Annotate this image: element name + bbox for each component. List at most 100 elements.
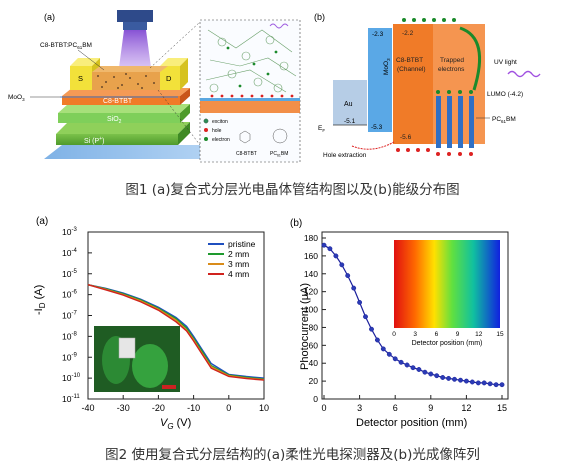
data-point bbox=[446, 375, 452, 381]
c8btbt-level bbox=[393, 24, 433, 144]
hole-icon bbox=[204, 128, 208, 132]
exciton-icon bbox=[203, 118, 209, 124]
data-point bbox=[452, 376, 457, 382]
data-point bbox=[499, 382, 505, 388]
data-point bbox=[333, 253, 339, 259]
data-point bbox=[351, 285, 357, 291]
x-tick-label: -20 bbox=[152, 403, 165, 413]
fig1a-label: (a) bbox=[44, 12, 55, 22]
y-tick-label: 160 bbox=[304, 251, 318, 261]
data-point bbox=[463, 378, 469, 384]
y-tick-label: 100 bbox=[304, 305, 318, 315]
svg-text:electron: electron bbox=[212, 137, 230, 143]
y-tick-label: 40 bbox=[309, 358, 319, 368]
svg-text:exciton: exciton bbox=[212, 119, 228, 125]
electron-icon bbox=[204, 137, 208, 141]
data-point bbox=[410, 365, 416, 371]
data-point bbox=[398, 359, 404, 365]
data-point bbox=[357, 299, 363, 305]
data-point bbox=[392, 356, 398, 362]
svg-text:C8-BTBT: C8-BTBT bbox=[236, 151, 257, 157]
y-tick-label: 10-3 bbox=[62, 227, 77, 237]
x-tick-label: -40 bbox=[81, 403, 94, 413]
light-beam bbox=[118, 30, 152, 75]
y-tick-label: 10-11 bbox=[62, 394, 80, 404]
inset-x-tick-label: 6 bbox=[435, 331, 439, 338]
legend-label: 3 mm bbox=[228, 259, 249, 269]
molecule-network bbox=[205, 29, 297, 93]
svg-text:-5.3: -5.3 bbox=[371, 124, 383, 131]
y-tick-label: 10-4 bbox=[62, 248, 77, 258]
figure2a-chart: (a) 10-310-410-510-610-710-810-910-1010-… bbox=[33, 216, 269, 430]
figure1-caption: 图1 (a)复合式分层光电晶体管结构图以及(b)能级分布图 bbox=[125, 182, 460, 198]
x-tick-label: 15 bbox=[497, 403, 507, 413]
moo3-level bbox=[368, 28, 392, 132]
svg-text:(Channel): (Channel) bbox=[397, 66, 426, 73]
x-tick-label: 12 bbox=[461, 403, 471, 413]
pcbm-rods bbox=[436, 96, 474, 148]
fig2a-ylabel: -ID (A) bbox=[33, 285, 47, 315]
inset-x-tick-label: 15 bbox=[496, 331, 504, 338]
x-tick-label: 10 bbox=[259, 403, 269, 413]
moo3-label: MoO3 bbox=[8, 94, 25, 102]
svg-text:LUMO (-4.2): LUMO (-4.2) bbox=[487, 91, 523, 98]
x-tick-label: 3 bbox=[357, 403, 362, 413]
data-point bbox=[434, 373, 440, 379]
data-point bbox=[327, 246, 333, 252]
x-tick-label: -30 bbox=[117, 403, 130, 413]
fig2b-xlabel: Detector position (mm) bbox=[356, 417, 467, 429]
svg-text:MoO3: MoO3 bbox=[383, 58, 391, 75]
y-tick-label: 10-5 bbox=[62, 269, 77, 279]
svg-text:PC61BM: PC61BM bbox=[270, 151, 288, 158]
svg-text:-2.3: -2.3 bbox=[372, 31, 384, 38]
svg-text:-5.1: -5.1 bbox=[344, 118, 356, 125]
data-point bbox=[440, 375, 446, 380]
inset-x-tick-label: 0 bbox=[392, 331, 396, 338]
data-point bbox=[339, 262, 345, 268]
data-point bbox=[487, 381, 493, 387]
data-point bbox=[481, 380, 487, 386]
flexible-device-icon bbox=[118, 337, 136, 359]
si-label: Si (P+) bbox=[84, 136, 104, 145]
c8btbt-molecule-icon bbox=[239, 130, 251, 144]
x-tick-label: 6 bbox=[393, 403, 398, 413]
y-tick-label: 180 bbox=[304, 233, 318, 243]
x-tick-label: 9 bbox=[428, 403, 433, 413]
data-point bbox=[422, 369, 428, 375]
y-tick-label: 140 bbox=[304, 269, 318, 279]
data-point bbox=[404, 362, 410, 368]
x-tick-label: 0 bbox=[226, 403, 231, 413]
fig1b-label: (b) bbox=[314, 12, 325, 22]
pcbm-molecule-icon bbox=[272, 128, 288, 144]
hole-extraction-arrow bbox=[351, 141, 395, 150]
svg-text:PC61BM: PC61BM bbox=[492, 116, 516, 124]
drain-electrode bbox=[160, 66, 180, 90]
au-level bbox=[333, 80, 367, 125]
fig2b-label: (b) bbox=[290, 218, 302, 229]
svg-text:Trapped: Trapped bbox=[440, 57, 464, 64]
uv-wave-icon bbox=[269, 23, 289, 29]
y-tick-label: 10-8 bbox=[62, 331, 77, 341]
c8btbt-label: C8-BTBT bbox=[103, 98, 133, 105]
data-point bbox=[345, 273, 351, 279]
y-tick-label: 60 bbox=[309, 340, 319, 350]
light-source-icon bbox=[117, 10, 153, 22]
uv-light-icon bbox=[507, 70, 541, 78]
y-tick-label: 10-6 bbox=[62, 290, 77, 300]
svg-text:Au: Au bbox=[344, 101, 353, 108]
inset-x-tick-label: 12 bbox=[475, 331, 483, 338]
data-point bbox=[363, 314, 368, 320]
sio2-layer bbox=[58, 113, 180, 123]
y-tick-label: 10-10 bbox=[62, 373, 81, 383]
inset-xlabel: Detector position (mm) bbox=[412, 340, 483, 347]
data-point bbox=[469, 379, 475, 385]
svg-text:UV light: UV light bbox=[494, 59, 517, 66]
figure2b-chart: (b) 0 20 40 60 80 100 120 140 160 180 0 3 6 9 12 15 0 3 6 9… bbox=[290, 218, 509, 429]
svg-text:hole: hole bbox=[212, 128, 222, 134]
source-electrode bbox=[70, 66, 92, 90]
sio2-label: SiO2 bbox=[107, 116, 122, 125]
y-tick-label: 10-9 bbox=[62, 352, 77, 362]
legend-label: 2 mm bbox=[228, 249, 249, 259]
fig2b-ylabel: Photocurrent (μA) bbox=[299, 283, 311, 370]
data-point bbox=[416, 367, 422, 372]
